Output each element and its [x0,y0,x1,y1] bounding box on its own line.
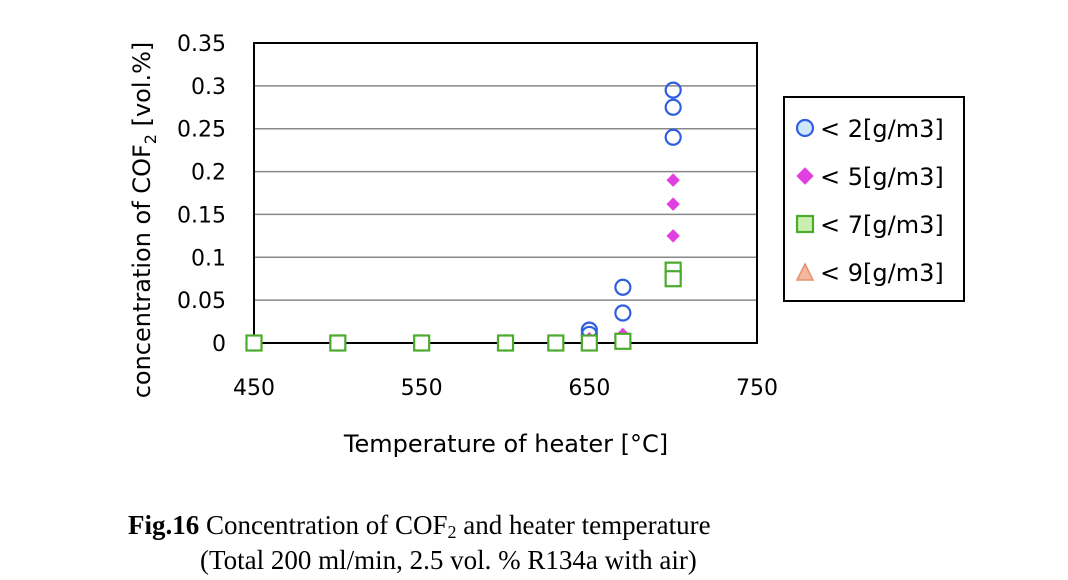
y-tick-label: 0.1 [191,246,226,271]
square-point [580,334,598,352]
legend: < 2[g/m3] < 5[g/m3] < 7[g/m3] < 9[g/m3] [783,96,965,302]
legend-items: < 2[g/m3] < 5[g/m3] < 7[g/m3] < 9[g/m3] [795,115,944,287]
caption-subscript: 2 [447,522,457,542]
y-axis-ticks: 0 0.05 0.1 0.15 0.2 0.25 0.3 0.35 [177,32,226,357]
x-tick-label: 750 [736,376,778,401]
grid-lines [254,85,757,301]
square-point [614,332,632,350]
circle-point [664,98,682,116]
square-point [413,334,431,352]
figure-label: Fig.16 [128,510,200,540]
x-tick-label: 450 [233,376,275,401]
diamond-point [666,197,680,211]
legend-label: < 9[g/m3] [820,259,944,287]
x-tick-label: 650 [568,376,610,401]
figure-caption-line1: Fig.16 Concentration of COF2 and heater … [128,510,711,543]
plot-area [253,42,758,344]
legend-label: < 5[g/m3] [820,163,944,191]
scatter-chart: 00.050.10.150.20.250.30.35 450 550 650 750 … [128,32,965,458]
y-tick-label: 0.05 [177,289,226,314]
square-point [245,334,263,352]
legend-marker-square [795,214,815,234]
square-point [664,270,682,288]
caption-text-end: and heater temperature [456,510,711,540]
legend-marker-diamond [796,167,814,185]
square-point [329,334,347,352]
data-points [245,81,682,352]
y-tick-label: 0 [212,332,226,357]
x-tick-label: 550 [401,376,443,401]
x-axis-ticks: 450 550 650 750 [233,376,778,401]
y-tick-label: 0.2 [191,161,226,186]
y-tick-label: 0.25 [177,118,226,143]
y-tick-label: 0.15 [177,203,226,228]
caption-text: Concentration of COF [199,510,448,540]
y-axis-title-unit: [vol.%] [128,42,156,134]
y-tick-label: 0.35 [177,32,226,57]
circle-point [664,81,682,99]
legend-marker-circle [795,118,815,138]
y-axis-title: concentration of COF2 [vol.%] [128,42,160,399]
y-tick-label: 0.3 [191,75,226,100]
legend-marker-triangle [795,262,815,281]
legend-label: < 2[g/m3] [820,115,944,143]
diamond-point [666,173,680,187]
square-point [496,334,515,352]
y-axis-title-sub: 2 [141,134,160,144]
circle-point [614,304,632,322]
figure-caption-line2: (Total 200 ml/min, 2.5 vol. % R134a with… [200,545,697,575]
square-point [547,334,565,352]
circle-point [664,128,682,146]
legend-label: < 7[g/m3] [820,211,944,239]
diamond-point [666,229,680,243]
circle-point [614,278,632,296]
x-axis-title: Temperature of heater [°C] [343,430,668,458]
legend-box [783,96,965,302]
y-axis-title-main: concentration of COF [128,144,156,398]
